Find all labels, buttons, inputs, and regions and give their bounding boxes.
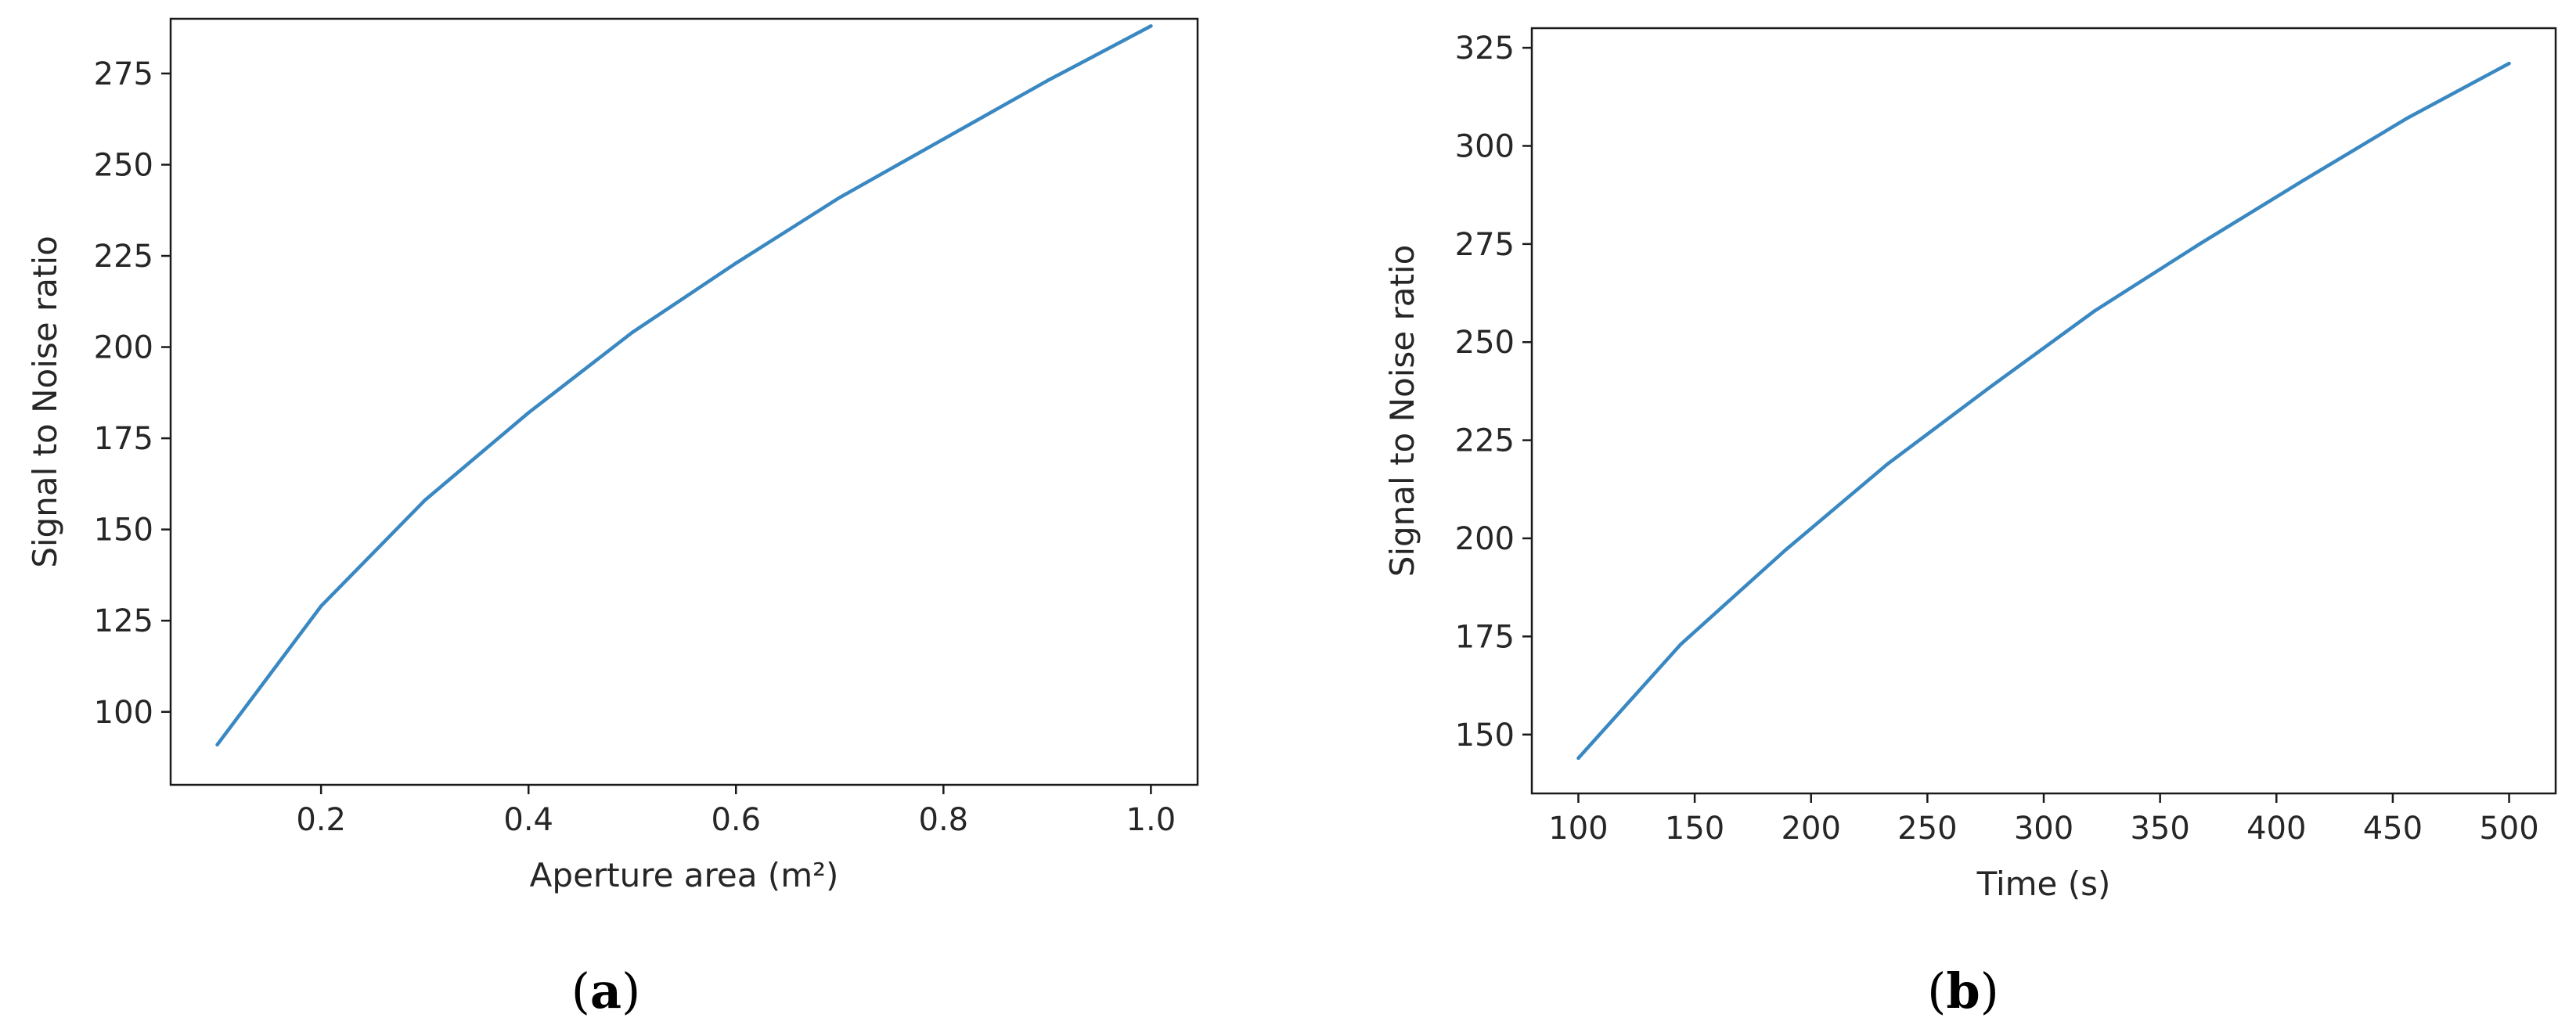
- chart-b-xtick-label-8: 500: [2479, 811, 2538, 847]
- chart-b-xtick-label-3: 250: [1897, 811, 1957, 847]
- chart-a-series-0-point-1: [319, 604, 323, 608]
- chart-b-xtick-label-2: 200: [1782, 811, 1841, 847]
- chart-a-ytick-label-7: 275: [94, 56, 153, 92]
- chart-b-series-0-point-9: [2507, 61, 2511, 66]
- chart-b-series-0-point-3: [1886, 462, 1890, 466]
- chart-a-series-0-point-7: [942, 137, 946, 141]
- chart-a-series-0-line: [215, 24, 1153, 746]
- chart-b-time: 100 150 200 250 300 350 400 450 500 150 175 200 225 2…: [1383, 27, 2557, 903]
- chart-a-xlabel: Aperture area (m²): [530, 856, 839, 894]
- chart-a-series-0-point-9: [1149, 24, 1153, 28]
- chart-b-series-0-point-2: [1783, 548, 1788, 552]
- chart-a-xtick-label-2: 0.6: [711, 802, 761, 838]
- chart-b-ytick-label-6: 300: [1455, 128, 1515, 164]
- chart-b-series-0-point-5: [2093, 308, 2097, 313]
- chart-a-ytick-label-4: 200: [94, 330, 153, 366]
- caption-b-close: ): [1980, 962, 1999, 1020]
- chart-b-series-0-line: [1576, 61, 2511, 761]
- chart-a-ytick-label-0: 100: [94, 695, 153, 731]
- chart-b-ytick-label-0: 150: [1455, 718, 1515, 754]
- caption-a-letter: a: [590, 962, 621, 1020]
- chart-b-xtick-label-5: 350: [2130, 811, 2189, 847]
- caption-a: (a): [571, 962, 641, 1020]
- chart-b-xtick-label-1: 150: [1665, 811, 1724, 847]
- chart-a-series-0-point-0: [215, 743, 219, 746]
- chart-b-series-0-point-1: [1679, 642, 1683, 646]
- chart-b-ytick-label-3: 225: [1455, 423, 1515, 459]
- chart-b-ytick-label-5: 275: [1455, 227, 1515, 263]
- chart-b-series-0-point-0: [1576, 756, 1580, 761]
- caption-b-letter: b: [1946, 962, 1980, 1020]
- chart-b-xtick-label-0: 100: [1548, 811, 1608, 847]
- chart-b-xtick-label-6: 400: [2246, 811, 2306, 847]
- chart-a-ytick-label-3: 175: [94, 421, 153, 457]
- chart-b-xtick-label-7: 450: [2363, 811, 2423, 847]
- chart-a-ytick-label-2: 150: [94, 513, 153, 549]
- chart-b-series-0-point-7: [2300, 179, 2304, 183]
- chart-b-ytick-label-4: 250: [1455, 325, 1515, 361]
- chart-a-xtick-label-0: 0.2: [296, 802, 346, 838]
- chart-a-aperture-area: 0.2 0.4 0.6 0.8 1.0 100 125 150 175 200 225 250 275 A…: [26, 17, 1199, 894]
- chart-a-series-0-point-8: [1045, 79, 1050, 83]
- caption-a-close: ): [621, 962, 640, 1020]
- chart-b-xtick-label-4: 300: [2014, 811, 2073, 847]
- caption-b: (b): [1927, 962, 1999, 1020]
- chart-a-ytick-label-1: 125: [94, 603, 153, 639]
- chart-a-series-0-point-5: [734, 261, 738, 265]
- chart-a-ytick-label-5: 225: [94, 239, 153, 275]
- chart-b-ytick-label-7: 325: [1455, 31, 1515, 67]
- chart-b-ytick-label-2: 200: [1455, 521, 1515, 557]
- chart-a-ytick-label-6: 250: [94, 147, 153, 183]
- caption-a-open: (: [571, 962, 590, 1020]
- chart-a-ylabel: Signal to Noise ratio: [26, 236, 64, 568]
- chart-a-series-0-point-6: [838, 196, 842, 200]
- chart-b-ytick-label-1: 175: [1455, 619, 1515, 655]
- chart-a-axes-frame: [169, 17, 1199, 786]
- chart-b-series-0-point-8: [2405, 117, 2408, 121]
- chart-a-series-0-point-3: [527, 411, 531, 415]
- caption-b-open: (: [1927, 962, 1946, 1020]
- chart-b-xlabel: Time (s): [1976, 865, 2111, 903]
- chart-a-series-0-point-4: [630, 330, 634, 335]
- chart-b-series-0-point-6: [2198, 242, 2202, 246]
- chart-a-series-0-point-2: [423, 498, 427, 502]
- chart-a-xtick-label-3: 0.8: [919, 802, 969, 838]
- chart-a-xtick-label-1: 0.4: [503, 802, 553, 838]
- chart-b-ylabel: Signal to Noise ratio: [1383, 245, 1421, 577]
- chart-b-series-0-point-4: [1991, 383, 1994, 387]
- chart-a-xtick-label-4: 1.0: [1126, 802, 1176, 838]
